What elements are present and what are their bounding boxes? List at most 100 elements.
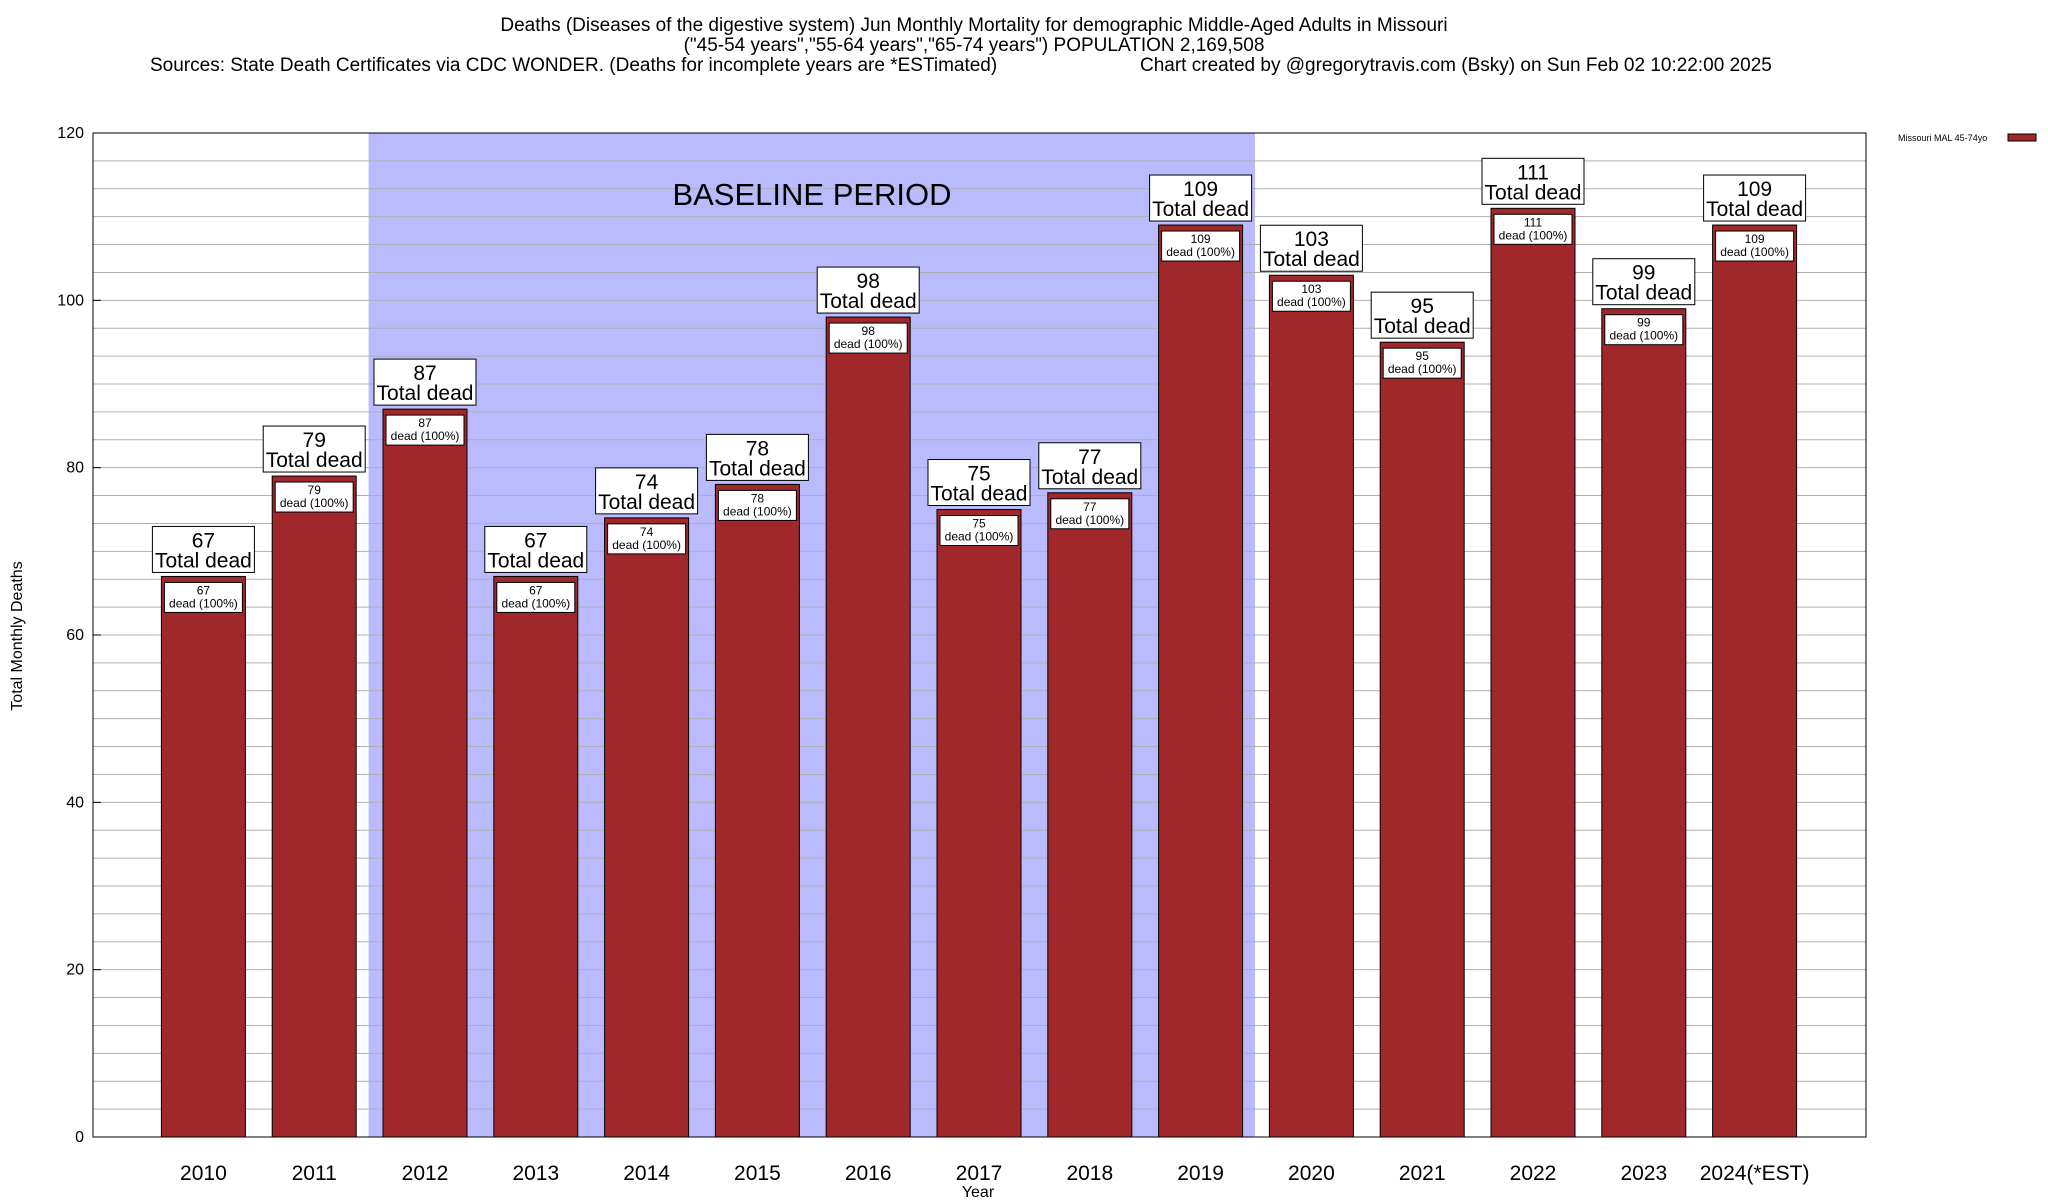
bar-inner-value: 74 [640, 525, 654, 539]
bar-total-label-box [1592, 258, 1696, 306]
bar-inner-value: 75 [972, 517, 986, 531]
bar [1490, 207, 1576, 1138]
bar-inner-label-box [939, 515, 1019, 546]
bar-inner-value: 67 [529, 583, 543, 597]
bar-total-label-box [816, 266, 920, 314]
bar-total-label: Total dead [1263, 248, 1360, 271]
bar-inner-value: 79 [308, 483, 322, 497]
y-axis-label: Total Monthly Deaths [9, 561, 26, 710]
bar-inner-value: 67 [197, 583, 211, 597]
bar [1601, 308, 1687, 1138]
bar-inner-label-box [163, 581, 243, 613]
bar-inner-label-box [496, 581, 576, 613]
bar-inner-value: 98 [862, 324, 876, 338]
bar-inner-label-box [1050, 498, 1130, 530]
bar-total-value: 79 [303, 429, 326, 452]
bar-total-label-box [1370, 291, 1474, 339]
bar-total-label: Total dead [709, 457, 806, 480]
chart-credit: Chart created by @gregorytravis.com (Bsk… [1140, 55, 1772, 76]
bar-total-label: Total dead [1374, 315, 1471, 338]
bar-total-value: 75 [967, 463, 990, 486]
bar-inner-label-box [717, 489, 797, 521]
bar-total-label-box [484, 525, 588, 573]
bar-total-value: 98 [857, 270, 880, 293]
legend-swatch [2007, 133, 2037, 142]
bar-total-label: Total dead [266, 449, 363, 472]
bar-inner-label: dead (100%) [834, 337, 903, 351]
x-tick-label: 2024(*EST) [1700, 1162, 1810, 1185]
bar [493, 575, 579, 1138]
bar [1379, 341, 1465, 1138]
bar-total-value: 109 [1737, 178, 1772, 201]
axes: 0 20 40 60 80 100 120 2010 2011 2012 2013 2014 2015 2… [57, 125, 1867, 1185]
bar-total-value: 77 [1078, 446, 1101, 469]
bar-total-label: Total dead [1041, 466, 1138, 489]
bar-inner-label: dead (100%) [1166, 245, 1235, 259]
bar-total-label-box [1038, 442, 1142, 490]
bar-inner-value: 109 [1191, 232, 1211, 246]
bar-inner-label-box [1493, 213, 1573, 245]
bar-total-label: Total dead [155, 549, 252, 572]
bar [382, 408, 468, 1138]
bar-inner-value: 103 [1301, 282, 1321, 296]
bar-inner-label: dead (100%) [1388, 362, 1457, 376]
bar-total-label-box [373, 358, 477, 406]
bar-total-label-box [1259, 224, 1363, 272]
bar [1268, 274, 1354, 1138]
bar-inner-label: dead (100%) [1499, 228, 1568, 242]
bar-total-label-box [1481, 157, 1585, 205]
x-tick-label: 2015 [734, 1162, 781, 1185]
x-tick-label: 2021 [1399, 1162, 1446, 1185]
bar-total-label: Total dead [820, 290, 917, 313]
bar-inner-label-box [1604, 314, 1684, 346]
bar-inner-label: dead (100%) [723, 504, 792, 518]
x-tick-label: 2016 [845, 1162, 892, 1185]
bar-inner-label-box [1161, 230, 1241, 262]
bar-inner-label-box [828, 322, 908, 354]
bar-inner-label: dead (100%) [1277, 295, 1346, 309]
baseline-period-label: BASELINE PERIOD [672, 177, 951, 212]
bar-total-label: Total dead [598, 491, 695, 514]
bar-total-value: 78 [746, 437, 769, 460]
bar-inner-label: dead (100%) [280, 496, 349, 510]
legend-label: Missouri MAL 45-74yo [1898, 133, 1987, 143]
bar-total-value: 103 [1294, 228, 1329, 251]
chart-subtitle: ("45-54 years","55-64 years","65-74 year… [684, 35, 1265, 56]
x-tick-label: 2011 [292, 1162, 337, 1185]
bar-total-label: Total dead [1485, 181, 1582, 204]
bar [1158, 224, 1244, 1138]
x-tick-label: 2012 [402, 1162, 449, 1185]
x-tick-label: 2020 [1288, 1162, 1335, 1185]
x-tick-label: 2014 [623, 1162, 670, 1185]
bar-total-value: 99 [1632, 262, 1655, 285]
bar [1712, 224, 1798, 1138]
bar-total-label-box [705, 433, 809, 481]
bar [825, 316, 911, 1138]
bar-total-label: Total dead [931, 483, 1028, 506]
x-axis-label: Year [962, 1184, 995, 1200]
bar-inner-label: dead (100%) [1055, 513, 1124, 527]
bar-total-value: 87 [413, 362, 436, 385]
bar-total-label: Total dead [487, 549, 584, 572]
x-tick-label: 2019 [1177, 1162, 1224, 1185]
bar-inner-label: dead (100%) [169, 596, 238, 610]
bar-inner-value: 87 [418, 416, 432, 430]
bar-total-label: Total dead [1706, 198, 1803, 221]
bar-inner-label: dead (100%) [612, 538, 681, 552]
bar-inner-label-box [607, 523, 687, 555]
bar-inner-label: dead (100%) [501, 596, 570, 610]
bar-total-value: 109 [1183, 178, 1218, 201]
bar-inner-label-box [385, 414, 465, 446]
bar-inner-label: dead (100%) [945, 530, 1014, 544]
legend: Missouri MAL 45-74yo [1898, 133, 2037, 143]
bar [936, 509, 1022, 1138]
bar-inner-label-box [1271, 280, 1351, 312]
bar-total-label: Total dead [1152, 198, 1249, 221]
y-tick-label: 60 [66, 627, 84, 644]
chart-sources: Sources: State Death Certificates via CD… [150, 55, 997, 76]
bar [604, 517, 690, 1138]
bar-inner-value: 111 [1524, 215, 1543, 229]
bar-total-value: 111 [1517, 161, 1549, 184]
